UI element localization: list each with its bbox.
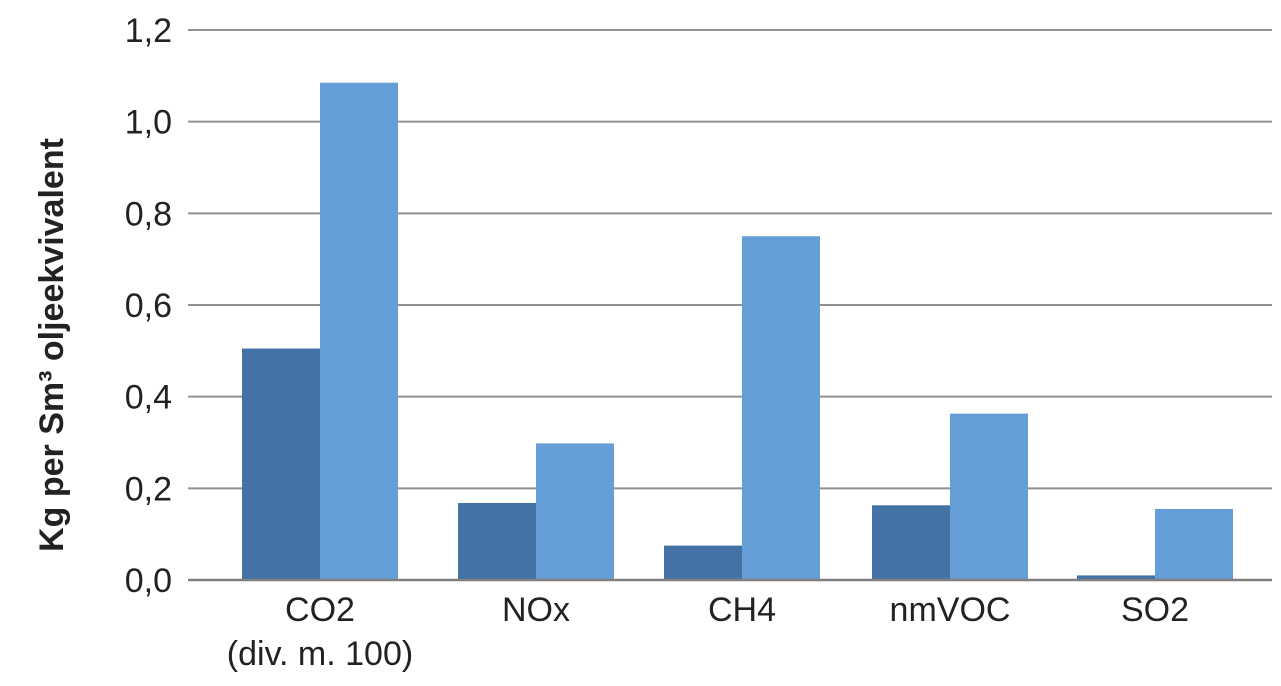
- x-tick-label: NOx: [502, 591, 570, 629]
- bar-nmvoc-series-1: [872, 505, 950, 580]
- y-tick-label: 0,6: [125, 287, 172, 325]
- bars: [242, 82, 1233, 580]
- x-tick-label: CH4: [708, 591, 776, 629]
- bar-ch4-series-2: [742, 236, 820, 580]
- bar-so2-series-2: [1155, 508, 1233, 580]
- bar-so2-series-1: [1077, 575, 1155, 580]
- x-tick-label: nmVOC: [890, 591, 1011, 629]
- x-tick-label: CO2: [285, 591, 355, 629]
- x-tick-label: SO2: [1121, 591, 1189, 629]
- y-tick-label: 0,2: [125, 470, 172, 508]
- y-tick-label: 0,8: [125, 195, 172, 233]
- y-tick-label: 0,4: [125, 379, 172, 417]
- x-tick-label: (div. m. 100): [227, 635, 413, 673]
- bar-nmvoc-series-2: [950, 413, 1028, 580]
- bar-nox-series-2: [536, 443, 614, 580]
- y-tick-label: 1,0: [125, 104, 172, 142]
- y-axis-label: Kg per Sm³ oljeekvivalent: [33, 138, 71, 552]
- y-tick-labels: 0,0 0,2 0,4 0,6 0,8 1,0 1,2: [125, 12, 172, 600]
- y-tick-label: 0,0: [125, 562, 172, 600]
- y-tick-label: 1,2: [125, 12, 172, 50]
- bar-co2-series-2: [320, 82, 398, 580]
- bar-ch4-series-1: [664, 545, 742, 580]
- bar-co2-series-1: [242, 348, 320, 580]
- bar-nox-series-1: [458, 503, 536, 580]
- x-tick-labels: CO2 (div. m. 100) NOx CH4 nmVOC SO2: [227, 591, 1189, 673]
